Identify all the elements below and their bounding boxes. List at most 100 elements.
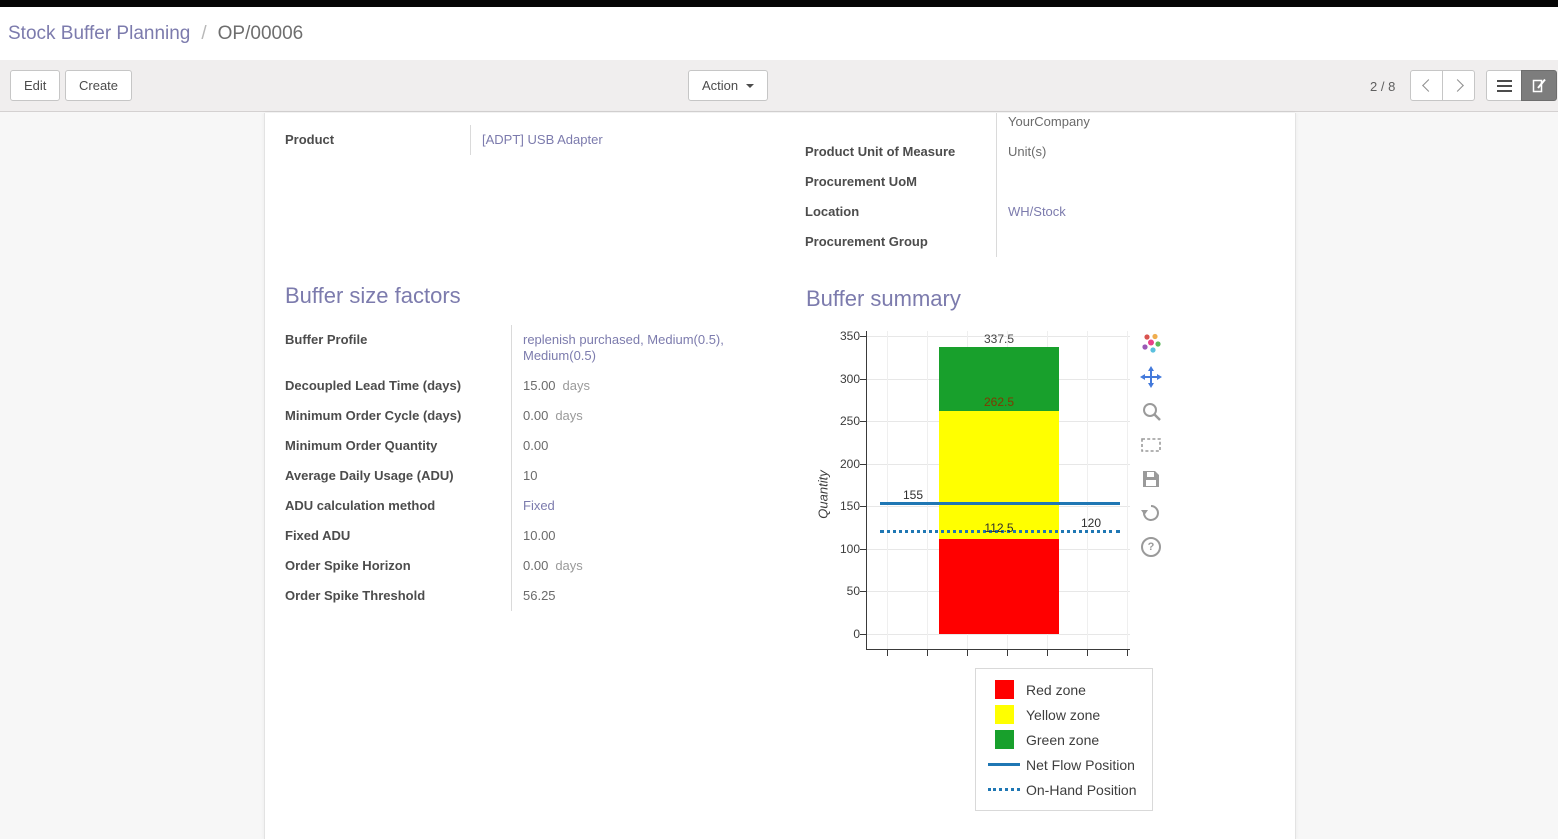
y-tick-label: 100 [839,542,860,556]
field-row: Average Daily Usage (ADU) 10 [285,461,762,491]
create-button[interactable]: Create [65,70,133,101]
breadcrumb-separator: / [201,22,207,44]
field-label-procurement-group: Procurement Group [805,227,997,257]
legend-item-green-zone[interactable]: Green zone [988,727,1152,752]
field-label-min-order-cycle: Minimum Order Cycle (days) [285,401,512,431]
field-label-order-spike-horizon: Order Spike Horizon [285,551,512,581]
legend-item-net-flow-position[interactable]: Net Flow Position [988,752,1152,777]
uom-value: Unit(s) [1008,144,1047,159]
legend-label: On-Hand Position [1026,781,1137,798]
on-hand-position-line [880,530,1120,533]
solid-line-swatch-icon [988,763,1020,766]
field-label-product: Product [285,125,471,155]
field-row: Procurement Group [805,227,1288,257]
breadcrumb-current: OP/00006 [217,22,304,44]
chevron-left-icon [1421,79,1435,92]
field-label-adu-method: ADU calculation method [285,491,512,521]
list-view-button[interactable] [1486,70,1522,101]
field-row: ADU calculation method Fixed [285,491,762,521]
field-row: Order Spike Threshold 56.25 [285,581,762,611]
action-dropdown-label: Action [702,78,739,93]
pan-icon[interactable] [1139,365,1163,389]
buffer-size-factors-title: Buffer size factors [285,283,461,308]
field-row: Minimum Order Quantity 0.00 [285,431,762,461]
box-select-icon[interactable] [1139,433,1163,457]
min-order-qty-value: 0.00 [523,438,549,453]
legend-label: Yellow zone [1026,706,1101,723]
location-link[interactable]: WH/Stock [1008,204,1066,219]
chevron-right-icon [1450,79,1464,92]
field-label-procurement-uom: Procurement UoM [805,167,997,197]
annotation-top-of-yellow: 262.5 [983,395,1015,409]
chart-plot-area: 337.5 262.5 155 112.5 120 [860,331,1130,656]
form-view-icon [1532,78,1546,93]
company-value: YourCompany [1008,114,1090,129]
dotted-line-swatch-icon [988,788,1020,791]
form-sheet: Product [ADPT] USB Adapter YourCompany P… [264,113,1296,839]
buffer-size-factors-table: Buffer Profile replenish purchased, Medi… [285,325,762,611]
field-row: YourCompany [805,113,1288,137]
help-icon[interactable] [1139,535,1163,559]
yellow-zone-bar [939,411,1059,539]
legend-label: Net Flow Position [1026,756,1135,773]
buffer-summary-chart: Quantity 350 300 250 200 150 100 50 0 [810,327,1175,667]
legend-item-red-zone[interactable]: Red zone [988,677,1152,702]
buffer-summary-title: Buffer summary [806,286,961,311]
buffer-profile-link[interactable]: replenish purchased, Medium(0.5), Medium… [523,332,724,363]
legend-item-yellow-zone[interactable]: Yellow zone [988,702,1152,727]
annotation-on-hand: 120 [1080,516,1102,530]
top-menu-bar [0,0,1558,7]
dlt-value: 15.00 [523,378,556,393]
y-tick-label: 150 [839,499,860,513]
field-label-company [805,113,997,137]
pager [1410,70,1475,101]
field-row: Order Spike Horizon 0.00 days [285,551,762,581]
edit-button[interactable]: Edit [10,70,61,101]
field-label-order-spike-threshold: Order Spike Threshold [285,581,512,611]
save-icon[interactable] [1139,467,1163,491]
pager-previous-button[interactable] [1410,70,1443,101]
reset-axes-icon[interactable] [1139,501,1163,525]
order-spike-threshold-value: 56.25 [523,588,556,603]
adu-method-link[interactable]: Fixed [523,498,555,513]
min-order-cycle-unit: days [555,408,583,423]
y-tick-label: 50 [846,584,860,598]
field-row: Decoupled Lead Time (days) 15.00 days [285,371,762,401]
field-row: Product Unit of Measure Unit(s) [805,137,1288,167]
y-tick-label: 350 [839,329,860,343]
green-swatch-icon [994,730,1014,749]
legend-item-on-hand-position[interactable]: On-Hand Position [988,777,1152,802]
min-order-cycle-value: 0.00 [523,408,549,423]
plotly-logo-icon[interactable] [1139,331,1163,355]
net-flow-position-line [880,502,1120,505]
dlt-unit: days [562,378,591,393]
annotation-net-flow: 155 [902,488,924,502]
yellow-swatch-icon [994,705,1014,724]
field-row: Location WH/Stock [805,197,1288,227]
field-row: Procurement UoM [805,167,1288,197]
breadcrumb-parent-link[interactable]: Stock Buffer Planning [8,22,191,44]
field-label-location: Location [805,197,997,227]
breadcrumb: Stock Buffer Planning / OP/00006 [0,7,1558,60]
field-row: Buffer Profile replenish purchased, Medi… [285,325,762,371]
field-label-min-order-qty: Minimum Order Quantity [285,431,512,461]
form-view-button[interactable] [1521,70,1557,101]
red-swatch-icon [994,680,1014,699]
y-tick-label: 300 [839,372,860,386]
legend-label: Red zone [1026,681,1086,698]
chart-legend: Red zone Yellow zone Green zone Net Flow… [975,668,1153,811]
action-dropdown-button[interactable]: Action [688,70,769,101]
field-label-dlt: Decoupled Lead Time (days) [285,371,512,401]
order-spike-horizon-value: 0.00 [523,558,549,573]
y-tick-label: 250 [839,414,860,428]
procurement-field-group: YourCompany Product Unit of Measure Unit… [805,113,1288,257]
field-row: Product [ADPT] USB Adapter [285,125,762,155]
pager-next-button[interactable] [1442,70,1475,101]
field-label-adu: Average Daily Usage (ADU) [285,461,512,491]
y-tick-label: 0 [853,627,860,641]
product-link[interactable]: [ADPT] USB Adapter [482,132,603,147]
field-label-uom: Product Unit of Measure [805,137,997,167]
y-tick-label: 200 [839,457,860,471]
pager-value: 2 / 8 [1370,79,1396,94]
zoom-icon[interactable] [1139,399,1163,423]
